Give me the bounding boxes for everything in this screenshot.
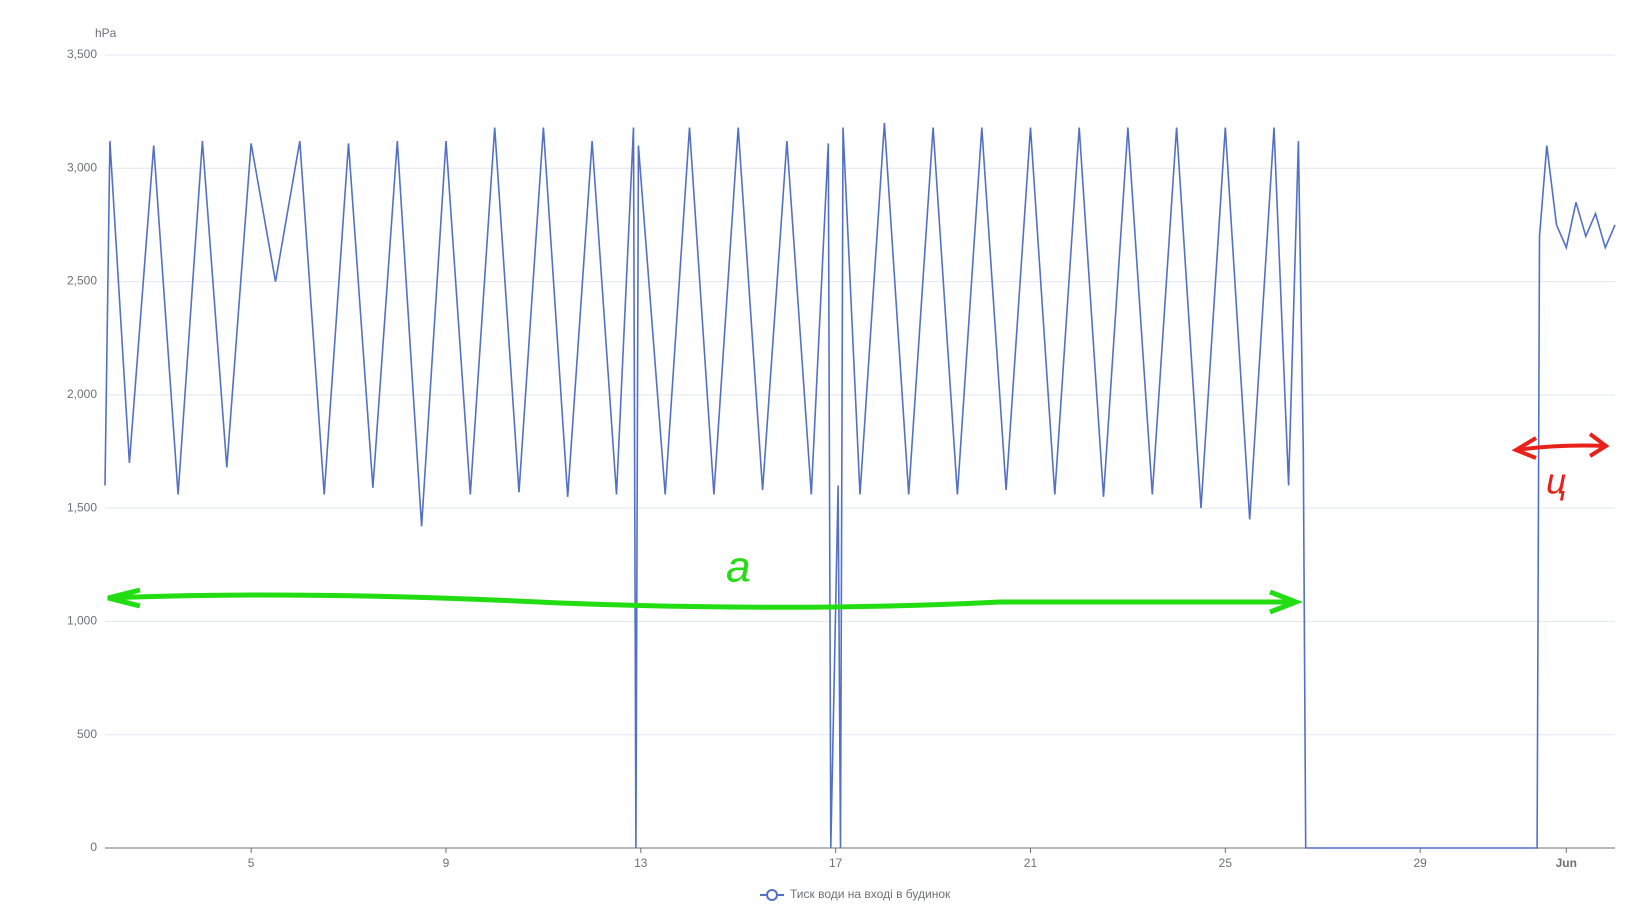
annotation: a — [726, 543, 750, 592]
annotation-arrow — [1515, 443, 1607, 452]
x-tick-label: 29 — [1413, 856, 1427, 870]
data-line — [104, 122, 1616, 849]
y-tick-label: 1,000 — [67, 614, 97, 628]
x-tick-label: 5 — [248, 856, 255, 870]
x-tick-label: 17 — [829, 856, 843, 870]
y-tick-label: 500 — [77, 727, 97, 741]
y-tick-label: 3,500 — [67, 47, 97, 61]
y-tick-label: 0 — [90, 840, 97, 854]
y-tick-label: 1,500 — [67, 500, 97, 514]
legend-label: Тиск води на вході в будинок — [790, 887, 951, 901]
x-tick-label: 21 — [1024, 856, 1038, 870]
x-tick-label: 13 — [634, 856, 648, 870]
x-tick-label: 25 — [1219, 856, 1233, 870]
x-tick-label: Jun — [1556, 856, 1577, 870]
y-tick-label: 2,000 — [67, 387, 97, 401]
y-tick-label: 3,000 — [67, 160, 97, 174]
y-unit: hPa — [95, 26, 117, 40]
x-tick-label: 9 — [443, 856, 450, 870]
legend-marker — [766, 889, 778, 901]
annotation-arrow — [107, 592, 1296, 610]
annotation: ц — [1546, 461, 1567, 502]
annotation-arrow-head — [1511, 432, 1610, 460]
annotation-arrow-head — [107, 587, 1303, 615]
y-tick-label: 2,500 — [67, 274, 97, 288]
